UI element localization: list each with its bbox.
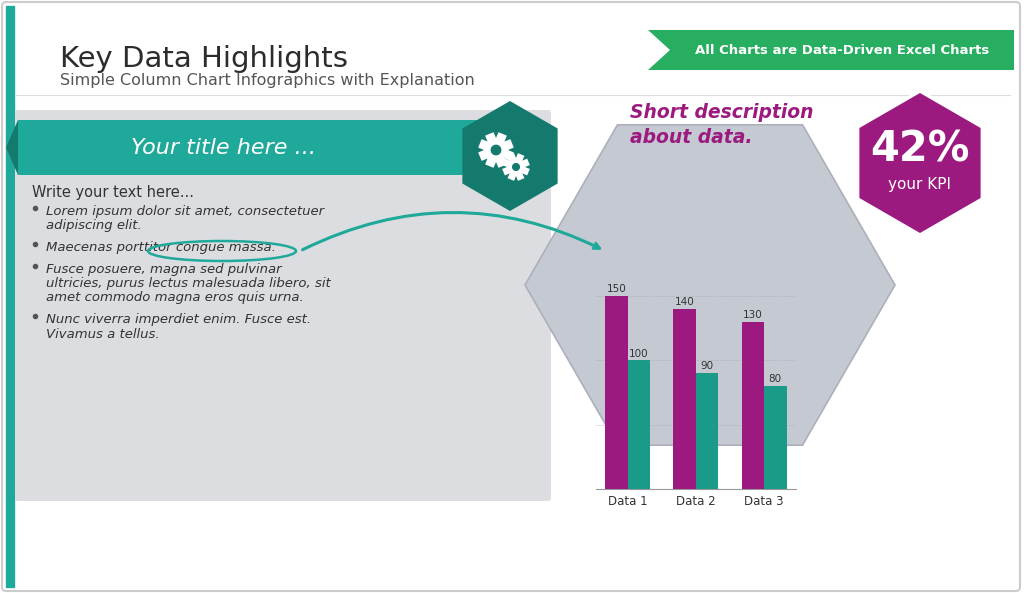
- Text: Nunc viverra imperdiet enim. Fusce est.: Nunc viverra imperdiet enim. Fusce est.: [46, 313, 311, 326]
- Bar: [628, 361, 650, 489]
- Polygon shape: [490, 145, 502, 155]
- Text: ultricies, purus lectus malesuada libero, sit: ultricies, purus lectus malesuada libero…: [46, 277, 331, 290]
- Polygon shape: [858, 91, 982, 235]
- Polygon shape: [648, 30, 1014, 70]
- Text: 130: 130: [743, 310, 763, 320]
- Polygon shape: [463, 101, 558, 211]
- Text: adipiscing elit.: adipiscing elit.: [46, 219, 141, 232]
- Bar: [605, 296, 628, 489]
- Text: Your title here ...: Your title here ...: [131, 138, 316, 158]
- Polygon shape: [478, 132, 514, 168]
- Text: Write your text here...: Write your text here...: [32, 185, 194, 200]
- Text: Short description
about data.: Short description about data.: [630, 103, 813, 147]
- Text: Key Data Highlights: Key Data Highlights: [60, 45, 348, 73]
- Text: Maecenas porttitor congue massa.: Maecenas porttitor congue massa.: [46, 241, 275, 254]
- Text: Vivamus a tellus.: Vivamus a tellus.: [46, 327, 160, 340]
- Text: Fusce posuere, magna sed pulvinar: Fusce posuere, magna sed pulvinar: [46, 263, 282, 276]
- FancyBboxPatch shape: [15, 110, 551, 501]
- Polygon shape: [512, 163, 520, 171]
- Polygon shape: [6, 120, 18, 175]
- Text: Lorem ipsum dolor sit amet, consectetuer: Lorem ipsum dolor sit amet, consectetuer: [46, 205, 325, 218]
- Polygon shape: [525, 125, 895, 445]
- Text: 90: 90: [700, 361, 714, 371]
- Bar: [695, 374, 718, 489]
- Text: 140: 140: [675, 297, 694, 307]
- Text: All Charts are Data-Driven Excel Charts: All Charts are Data-Driven Excel Charts: [695, 43, 989, 56]
- Text: 42%: 42%: [870, 128, 970, 170]
- Text: 100: 100: [629, 349, 648, 359]
- Bar: [741, 322, 764, 489]
- Text: 150: 150: [606, 284, 627, 294]
- Polygon shape: [502, 153, 529, 181]
- Text: amet commodo magna eros quis urna.: amet commodo magna eros quis urna.: [46, 292, 304, 304]
- Bar: [764, 386, 786, 489]
- Bar: [674, 309, 696, 489]
- Text: 80: 80: [769, 374, 782, 384]
- Text: Simple Column Chart Infographics with Explanation: Simple Column Chart Infographics with Ex…: [60, 73, 475, 88]
- Text: your KPI: your KPI: [889, 177, 951, 193]
- Polygon shape: [18, 120, 538, 175]
- Bar: [6, 6, 14, 587]
